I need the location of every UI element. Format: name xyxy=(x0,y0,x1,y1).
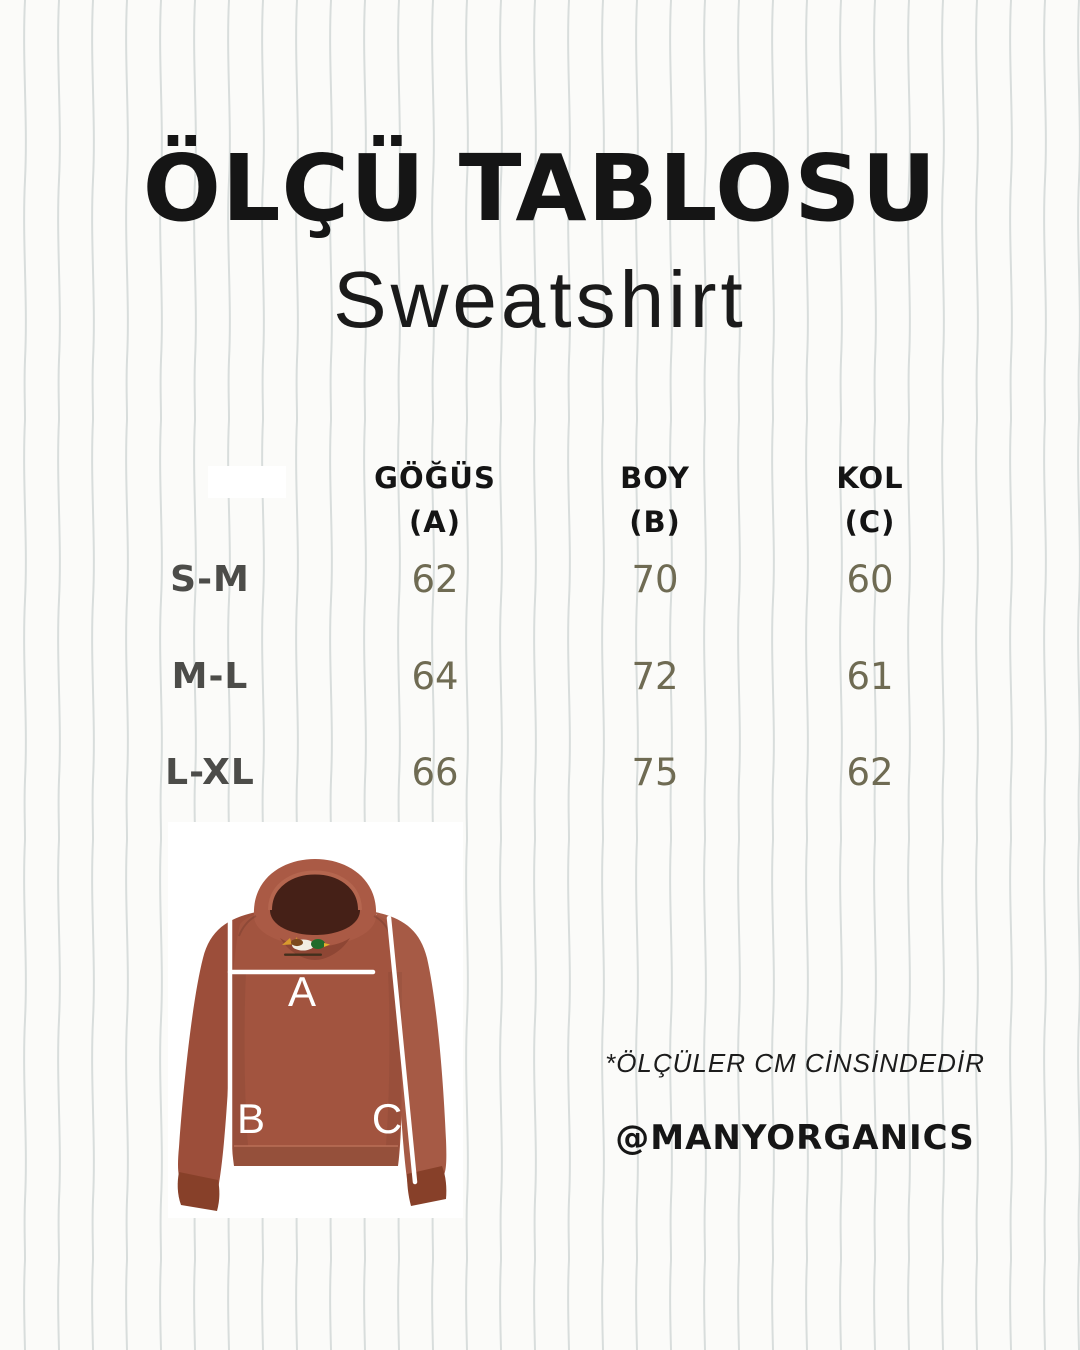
measure-line-c xyxy=(386,915,418,1185)
product-photo: A B C xyxy=(168,822,463,1218)
page-subtitle: Sweatshirt xyxy=(333,255,747,344)
value-cell: 62 xyxy=(411,558,459,601)
hoodie-right-cuff xyxy=(407,1166,447,1206)
table-corner-patch xyxy=(208,466,286,498)
measure-label-c: C xyxy=(372,1095,402,1142)
hoodie-hood-rim xyxy=(268,870,362,911)
hoodie-shading xyxy=(229,972,250,1166)
value-cell: 62 xyxy=(846,751,894,794)
table-row: L-XL 66 75 62 xyxy=(100,748,980,798)
value-cell: 66 xyxy=(411,751,459,794)
column-header-chest: GÖĞÜS xyxy=(374,461,496,495)
column-code-chest: (A) xyxy=(409,505,461,539)
value-cell: 75 xyxy=(631,751,679,794)
measure-label-b: B xyxy=(237,1095,265,1142)
value-cell: 61 xyxy=(846,655,894,698)
hoodie-hood-inner xyxy=(270,872,360,935)
size-label: M-L xyxy=(171,656,249,697)
column-header-length: BOY xyxy=(620,461,690,495)
column-code-sleeve: (C) xyxy=(844,505,896,539)
column-code-length: (B) xyxy=(629,505,681,539)
table-header-code-row: (A) (B) (C) xyxy=(100,502,980,542)
hoodie-illustration: A B C xyxy=(177,859,447,1211)
column-header-sleeve: KOL xyxy=(836,461,904,495)
hoodie-left-sleeve xyxy=(178,912,256,1189)
value-cell: 60 xyxy=(846,558,894,601)
hoodie-left-cuff xyxy=(177,1172,220,1211)
table-header-row: GÖĞÜS BOY KOL xyxy=(100,458,980,498)
brand-handle: @MANYORGANICS xyxy=(615,1118,975,1158)
value-cell: 70 xyxy=(631,558,679,601)
size-label: S-M xyxy=(170,559,250,600)
measure-label-a: A xyxy=(288,968,316,1015)
duck-logo xyxy=(282,937,330,956)
value-cell: 64 xyxy=(411,655,459,698)
table-row: M-L 64 72 61 xyxy=(100,652,980,702)
table-row: S-M 62 70 60 xyxy=(100,555,980,605)
size-label: L-XL xyxy=(165,752,255,793)
value-cell: 72 xyxy=(631,655,679,698)
page-title: ÖLÇÜ TABLOSU xyxy=(142,135,938,242)
hoodie-right-sleeve xyxy=(375,912,447,1186)
cm-footnote: *ÖLÇÜLER CM CİNSİNDEDİR xyxy=(605,1048,985,1078)
hoodie-hem-band xyxy=(234,1146,398,1166)
